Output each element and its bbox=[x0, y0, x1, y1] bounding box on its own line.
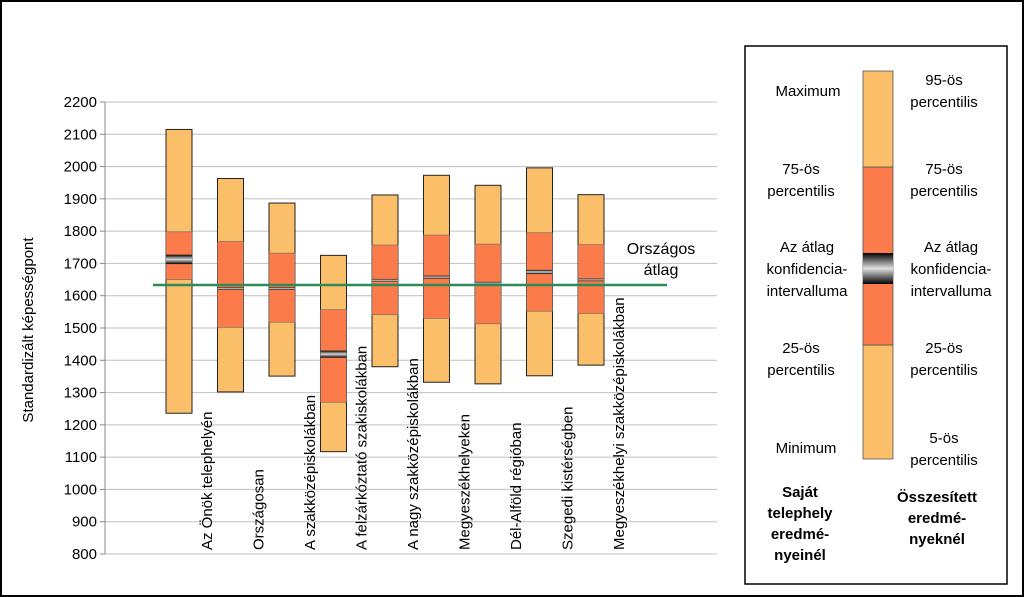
box-1 bbox=[165, 128, 193, 414]
legend-right-footer: Összesített eredmé-nyeknél bbox=[897, 489, 977, 548]
legend-swatch-lower bbox=[862, 344, 894, 460]
category-label: Az Önök telephelyén bbox=[198, 412, 216, 550]
y-tick-label: 1800 bbox=[64, 223, 97, 240]
legend-left-ci: Az átlag konfidencia-intervalluma bbox=[767, 239, 849, 300]
legend-swatch-upper bbox=[862, 70, 894, 168]
box-confidence-interval bbox=[578, 278, 604, 282]
grid-lines bbox=[100, 101, 717, 555]
box-8 bbox=[526, 167, 553, 377]
box-confidence-interval bbox=[423, 275, 450, 279]
y-tick-label: 1700 bbox=[64, 255, 97, 272]
legend-left-minimum: Minimum bbox=[776, 440, 837, 457]
category-label: Országosan bbox=[251, 469, 268, 550]
legend-left-75: 75-ös percentilis bbox=[767, 161, 835, 200]
box-confidence-interval bbox=[269, 287, 295, 290]
legend-left-25: 25-ös percentilis bbox=[767, 340, 835, 379]
y-tick-label: 1100 bbox=[65, 449, 97, 466]
legend-right-75: 75-ös percentilis bbox=[910, 161, 978, 200]
box-confidence-interval bbox=[372, 278, 398, 282]
box-confidence-interval bbox=[475, 281, 501, 285]
category-label: A szakközépiskolákban bbox=[302, 395, 319, 550]
y-tick-label: 1500 bbox=[64, 320, 97, 337]
box-confidence-interval bbox=[166, 254, 192, 265]
y-tick-label: 800 bbox=[72, 546, 97, 563]
y-tick-label: 2200 bbox=[64, 94, 97, 111]
category-label: Dél-Alföld régióban bbox=[508, 422, 525, 550]
boxes bbox=[165, 128, 605, 453]
box-5 bbox=[371, 194, 399, 368]
y-tick-label: 2000 bbox=[64, 159, 97, 176]
legend-right-5: 5-ös percentilis bbox=[910, 430, 978, 469]
y-tick-label: 1200 bbox=[64, 417, 97, 434]
legend-right-25: 25-ös percentilis bbox=[910, 340, 978, 379]
y-tick-label: 1300 bbox=[64, 385, 97, 402]
box-confidence-interval bbox=[217, 287, 244, 290]
reference-label-line1: Országos bbox=[627, 241, 695, 258]
y-tick-label: 900 bbox=[72, 514, 97, 531]
y-tick-label: 2100 bbox=[64, 126, 97, 143]
reference-label-line2: átlag bbox=[644, 262, 679, 279]
legend-swatch-ci bbox=[863, 253, 893, 284]
y-axis-label: Standardizált képességpont bbox=[20, 237, 37, 423]
box-confidence-interval bbox=[526, 269, 553, 275]
box-9 bbox=[577, 194, 605, 366]
legend-right-95: 95-ös percentilis bbox=[910, 72, 978, 111]
y-tick-label: 1900 bbox=[64, 191, 97, 208]
legend: Maximum 75-ös percentilis Az átlag konfide… bbox=[744, 45, 1008, 585]
y-axis-ticks: 800 900 1000 1100 1200 1300 1400 1500 1600 1700 18… bbox=[64, 94, 97, 563]
legend-left-maximum: Maximum bbox=[775, 83, 840, 100]
box-confidence-interval bbox=[320, 350, 347, 358]
y-tick-label: 1600 bbox=[64, 288, 97, 305]
box-6 bbox=[423, 174, 450, 383]
box-4 bbox=[320, 254, 347, 453]
category-label: Megyeszékhelyeken bbox=[457, 414, 474, 550]
category-label: A felzárkóztató szakiskolákban bbox=[354, 346, 371, 550]
y-tick-label: 1000 bbox=[64, 481, 97, 498]
category-label: A nagy szakközépiskolákban bbox=[405, 358, 422, 550]
box-3 bbox=[268, 202, 296, 377]
y-tick-label: 1400 bbox=[64, 352, 97, 369]
legend-left-footer: Saját telephely eredmé-nyeinél bbox=[767, 484, 833, 564]
legend-right-ci: Az átlag konfidencia-intervalluma bbox=[911, 239, 993, 300]
category-label: Szegedi kistérségben bbox=[560, 407, 577, 550]
category-label: Megyeszékhelyi szakközépiskolákban bbox=[611, 297, 628, 550]
category-labels: Az Önök telephelyén Országosan A szakközép… bbox=[198, 297, 628, 550]
